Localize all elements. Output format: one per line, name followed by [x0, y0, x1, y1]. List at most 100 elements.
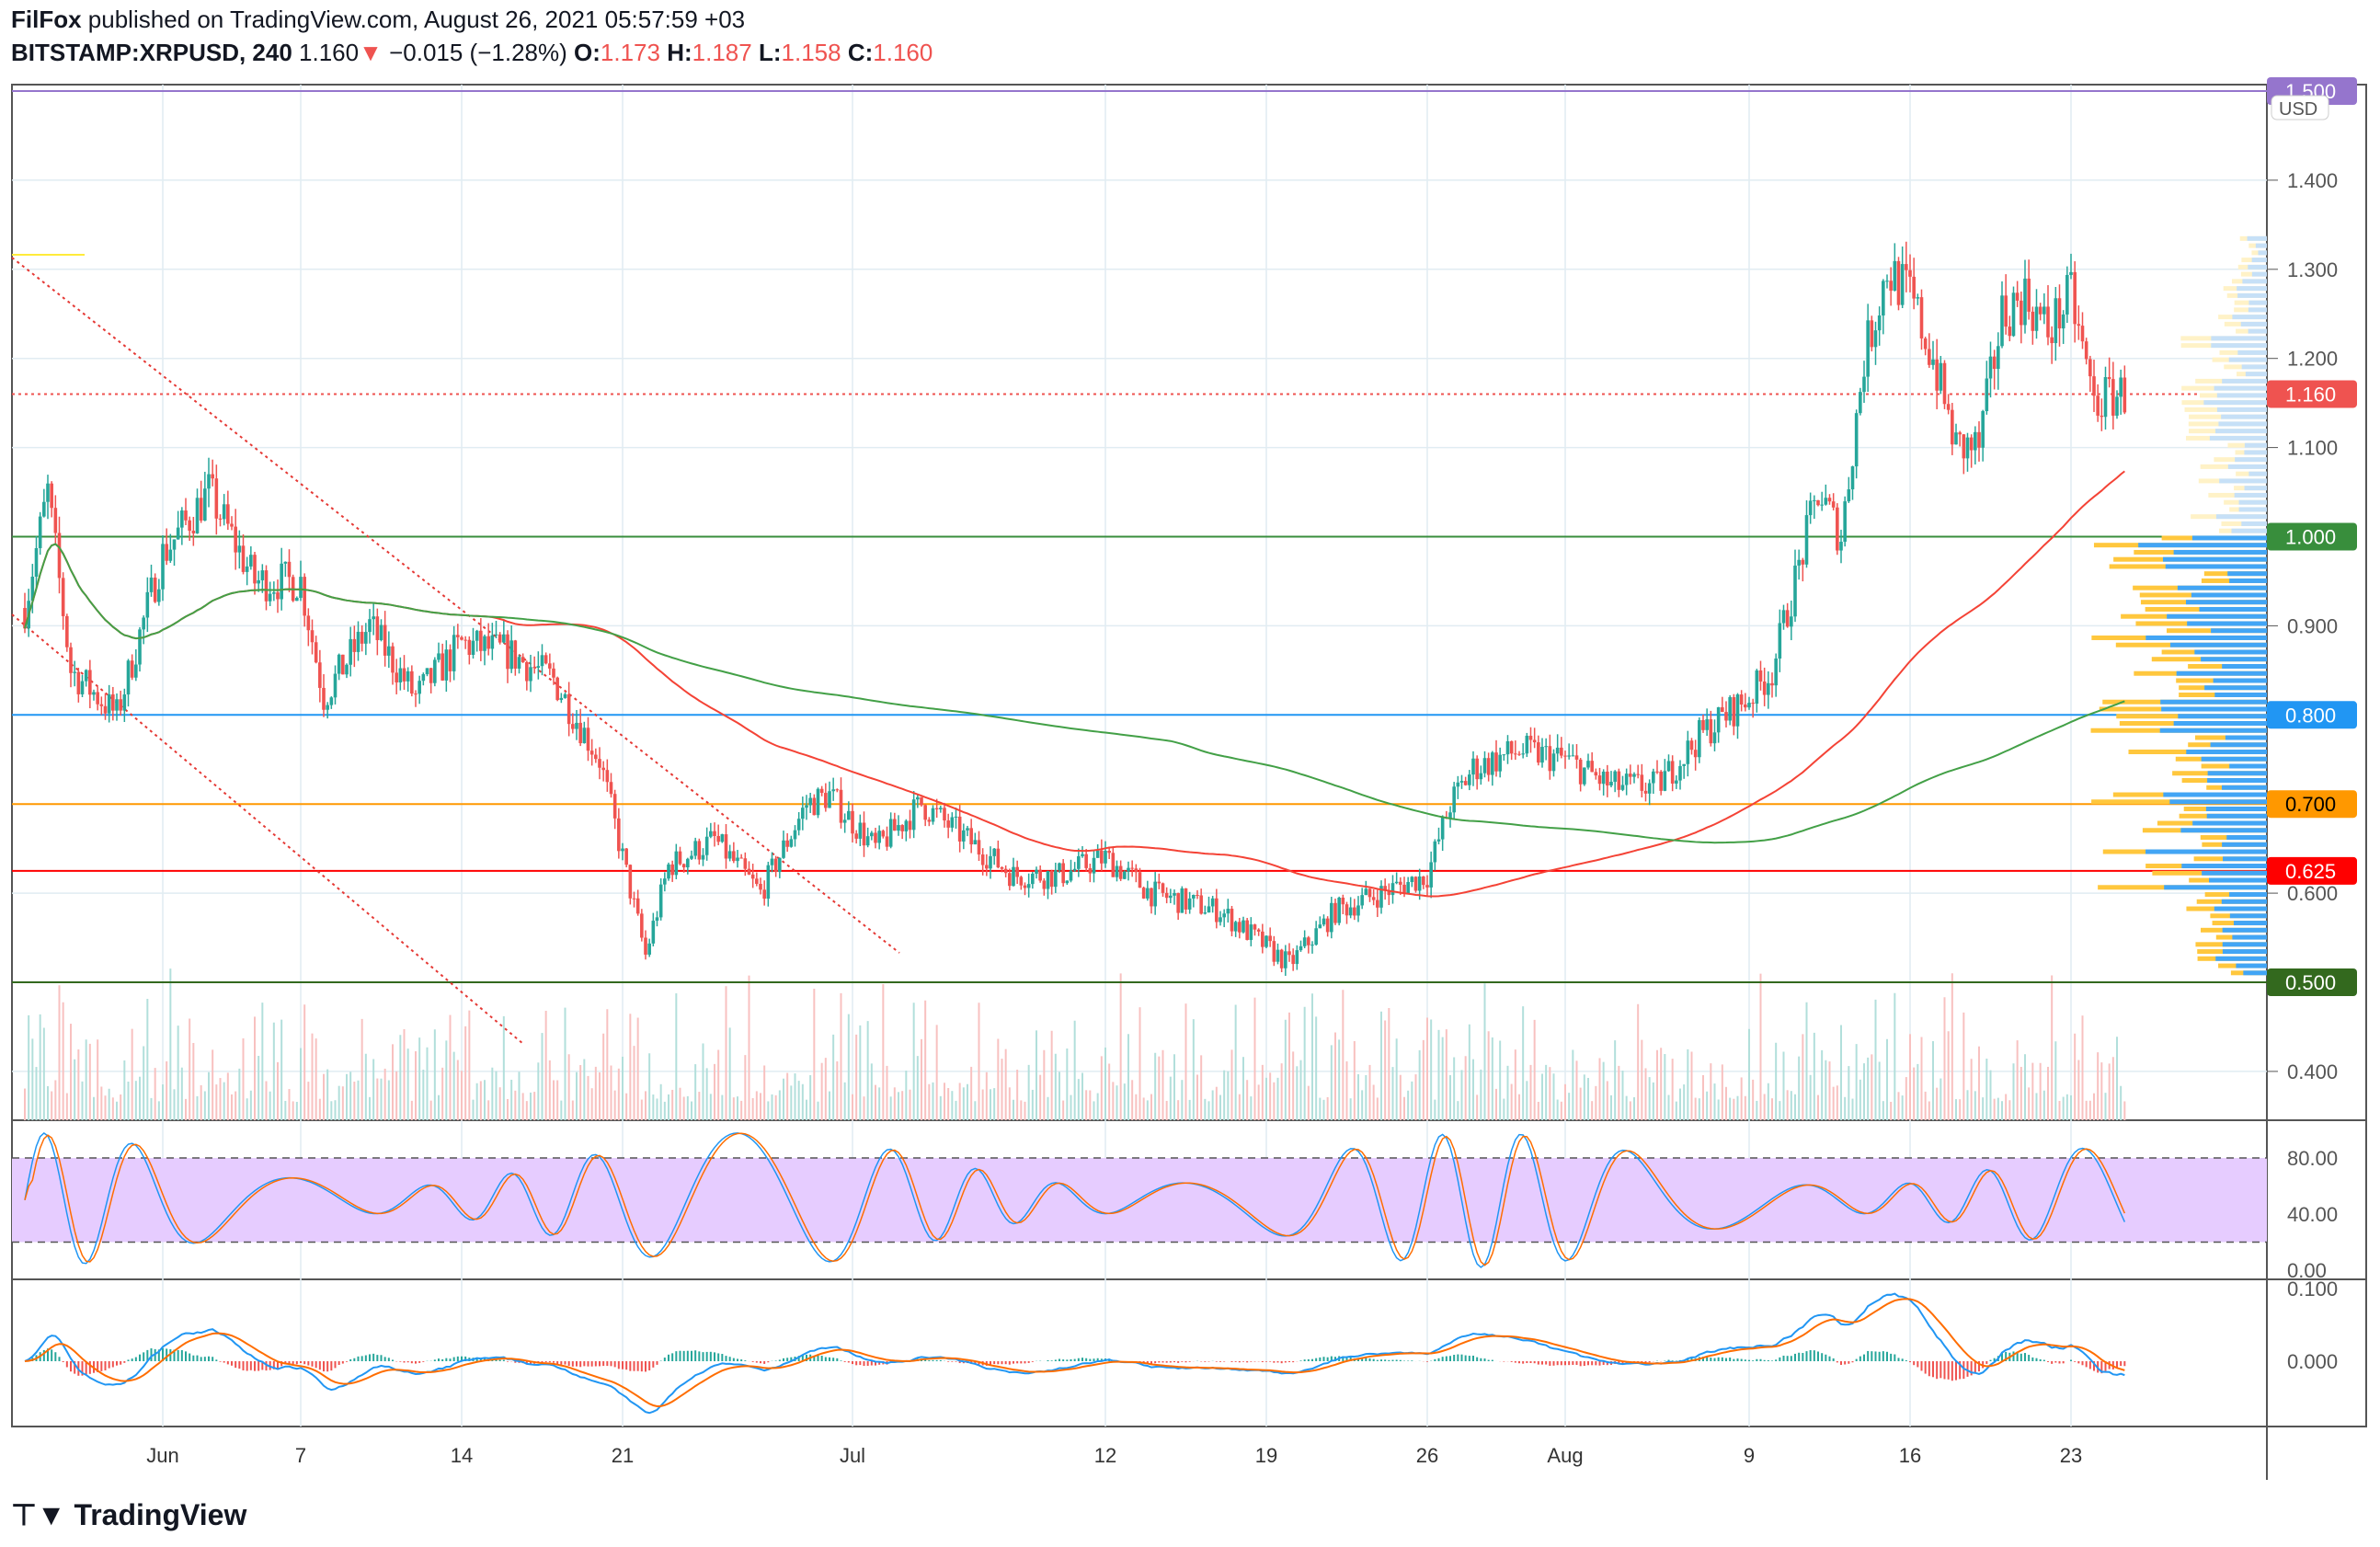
- candle-body: [1923, 338, 1928, 350]
- volume-profile-buy: [2244, 442, 2267, 448]
- candle-body: [23, 608, 27, 629]
- candle-body: [950, 817, 955, 828]
- candle-body: [1042, 880, 1047, 889]
- volume-profile-buy: [2164, 885, 2267, 890]
- candle-body: [176, 527, 180, 540]
- candle-body: [1192, 895, 1196, 899]
- volume-profile-buy: [2237, 292, 2267, 298]
- candle-body: [1307, 937, 1310, 945]
- currency-badge: [2271, 95, 2329, 120]
- candle-body: [1390, 883, 1395, 896]
- volume-profile-buy: [2248, 471, 2267, 476]
- candle-body: [962, 830, 966, 842]
- candle-body: [1456, 782, 1460, 787]
- candle-body: [203, 488, 207, 521]
- candle-body: [1636, 774, 1640, 775]
- candle-body: [471, 640, 475, 655]
- symbol[interactable]: BITSTAMP:XRPUSD, 240: [11, 39, 292, 66]
- candle-body: [226, 504, 230, 524]
- candle-body: [1287, 951, 1291, 956]
- level-label-bg: [2267, 701, 2357, 729]
- candle-body: [53, 508, 58, 533]
- volume-profile-buy: [2176, 670, 2267, 676]
- volume-profile-buy: [2229, 913, 2267, 919]
- candle-body: [1498, 754, 1502, 772]
- candle-body: [372, 616, 375, 620]
- candle-body: [1939, 362, 1943, 391]
- volume-profile-buy: [2163, 792, 2267, 797]
- low-value: 1.158: [781, 39, 841, 66]
- volume-profile-buy: [2138, 543, 2267, 548]
- candle-body: [2031, 311, 2035, 331]
- candle-body: [1974, 431, 1977, 451]
- candle-body: [1583, 767, 1586, 785]
- volume-profile-buy: [2248, 264, 2267, 269]
- candle-body: [727, 851, 732, 859]
- candle-body: [1712, 732, 1717, 744]
- candle-body: [566, 693, 571, 725]
- candle-body: [1169, 895, 1173, 899]
- candle-body: [635, 898, 640, 914]
- candle-body: [1410, 877, 1414, 883]
- candle-body: [1655, 771, 1659, 773]
- candle-body: [165, 544, 168, 561]
- candle-body: [337, 654, 341, 674]
- candle-body: [1666, 761, 1671, 772]
- candle-body: [1134, 868, 1139, 873]
- candle-body: [134, 664, 138, 678]
- candle-body: [513, 640, 518, 669]
- candle-body: [452, 635, 456, 671]
- candle-body: [1560, 747, 1563, 756]
- candle-body: [1896, 260, 1901, 305]
- high-label: H:: [667, 39, 692, 66]
- logo-text: TradingView: [74, 1498, 247, 1531]
- volume-profile-buy: [2255, 243, 2267, 248]
- candle-body: [1241, 920, 1245, 933]
- currency-label: USD: [2279, 99, 2317, 120]
- candle-body: [364, 632, 368, 644]
- candle-body: [1107, 850, 1111, 854]
- candle-body: [1077, 855, 1081, 869]
- candle-body: [858, 822, 863, 839]
- candle-body: [1843, 501, 1847, 543]
- candle-body: [796, 819, 801, 831]
- candle-body: [1249, 924, 1253, 940]
- candle-body: [555, 677, 559, 701]
- candle-body: [663, 878, 667, 885]
- candle-body: [1701, 719, 1705, 730]
- candle-body: [1640, 774, 1644, 791]
- tradingview-logo[interactable]: ⊤▼ TradingView: [11, 1498, 247, 1531]
- candle-body: [57, 533, 62, 579]
- last-price: 1.160: [299, 39, 360, 66]
- candle-body: [99, 704, 104, 706]
- candle-body: [1207, 906, 1211, 913]
- candle-body: [908, 820, 912, 831]
- volume-profile-buy: [2207, 778, 2267, 784]
- candle-body: [2038, 306, 2042, 315]
- candle-body: [1463, 781, 1468, 785]
- candle-body: [835, 789, 840, 791]
- volume-profile-buy: [2241, 364, 2267, 370]
- candle-body: [529, 667, 532, 682]
- candle-body: [1951, 409, 1954, 445]
- candle-body: [1647, 783, 1652, 794]
- stoch-band: [12, 1158, 2267, 1243]
- candle-body: [1330, 902, 1333, 933]
- level-label: 0.500: [2285, 971, 2336, 994]
- candle-body: [379, 625, 383, 640]
- candle-body: [199, 498, 203, 521]
- candle-body: [1678, 765, 1682, 781]
- candle-body: [509, 640, 513, 670]
- x-tick-label: 23: [2060, 1444, 2082, 1467]
- candle-body: [1479, 773, 1483, 780]
- candle-body: [360, 631, 364, 644]
- candle-body: [1081, 854, 1084, 856]
- volume-profile-buy: [2209, 877, 2267, 883]
- candle-body: [1344, 904, 1349, 916]
- candle-body: [421, 674, 426, 682]
- candle-body: [375, 616, 380, 640]
- author[interactable]: FilFox: [11, 6, 82, 33]
- candle-body: [1514, 753, 1517, 755]
- candle-body: [50, 483, 53, 509]
